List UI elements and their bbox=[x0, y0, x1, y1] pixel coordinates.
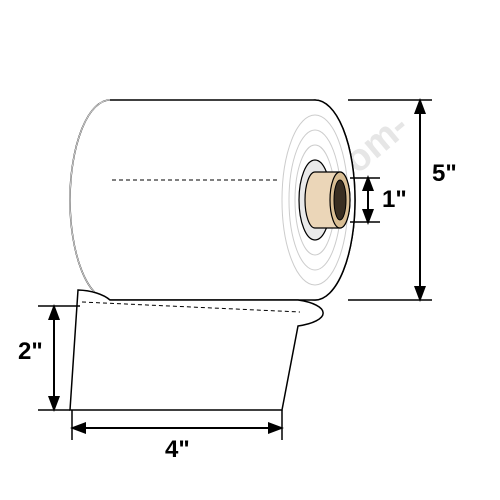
roll-diameter-dimension-label: 5" bbox=[432, 160, 457, 188]
label-roll-drawing bbox=[0, 0, 500, 500]
diagram-canvas: -BarcodeFactory.com- bbox=[0, 0, 500, 500]
height-dimension-label: 2" bbox=[18, 338, 43, 366]
core-diameter-dimension-label: 1" bbox=[382, 186, 407, 214]
width-dimension-label: 4" bbox=[165, 436, 190, 464]
